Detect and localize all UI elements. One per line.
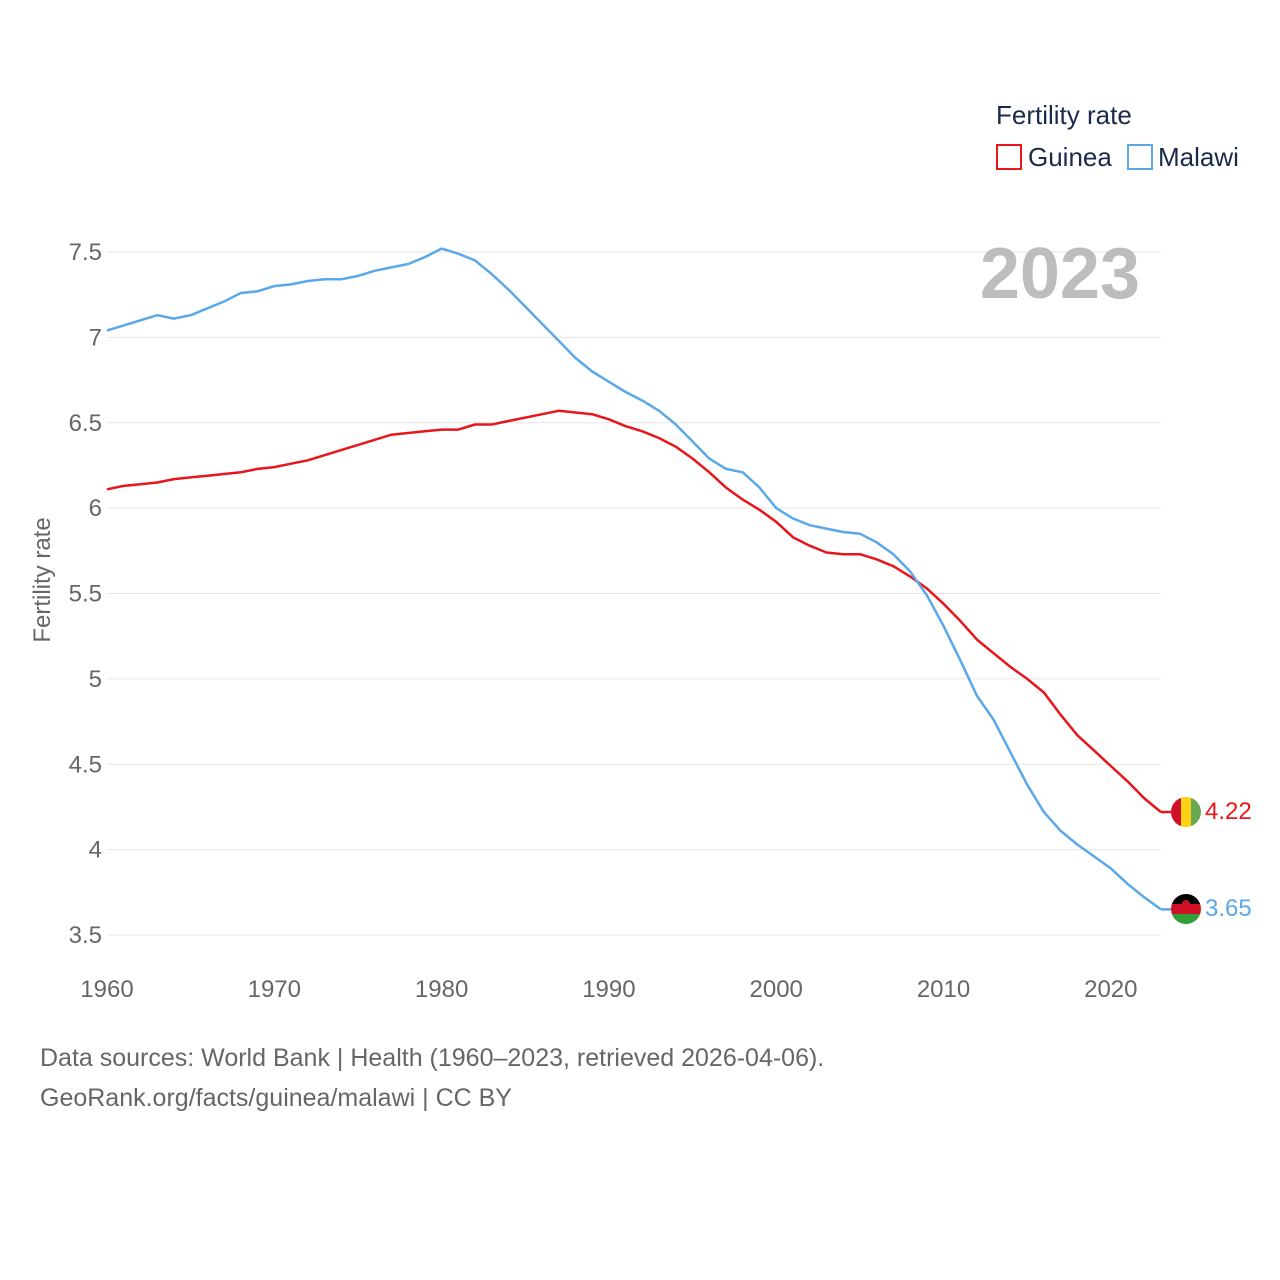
x-axis-ticks: 1960 1970 1980 1990 2000 2010 2020 xyxy=(80,976,1137,1003)
legend-item-guinea[interactable]: Guinea xyxy=(996,142,1112,172)
y-tick-label: 5.5 xyxy=(69,581,102,608)
y-tick-label: 5 xyxy=(89,666,102,693)
x-tick-label: 2000 xyxy=(750,976,803,1003)
x-tick-label: 1990 xyxy=(582,976,635,1003)
footer-attribution[interactable]: GeoRank.org/facts/guinea/malawi | CC BY xyxy=(40,1084,512,1112)
legend-swatch-guinea xyxy=(996,144,1022,170)
x-tick-label: 2010 xyxy=(917,976,970,1003)
malawi-flag-icon xyxy=(1171,894,1201,924)
y-tick-label: 4 xyxy=(89,837,102,864)
x-tick-label: 2020 xyxy=(1084,976,1137,1003)
y-tick-label: 6.5 xyxy=(69,410,102,437)
guinea-flag-icon xyxy=(1171,797,1201,827)
y-tick-label: 7 xyxy=(89,324,102,351)
y-axis-ticks: 3.5 4 4.5 5 5.5 6 6.5 7 7.5 xyxy=(69,239,102,949)
fertility-line-chart: 3.5 4 4.5 5 5.5 6 6.5 7 7.5 1960 1970 1980 1990 2000… xyxy=(29,100,1252,1003)
malawi-end-value: 3.65 xyxy=(1205,895,1252,922)
series-line-malawi xyxy=(106,247,1162,911)
x-tick-label: 1960 xyxy=(80,976,133,1003)
legend-item-malawi[interactable]: Malawi xyxy=(1127,142,1239,172)
y-axis-label: Fertility rate xyxy=(29,517,56,642)
grid-lines xyxy=(107,251,1161,936)
guinea-end-value: 4.22 xyxy=(1205,798,1252,825)
y-tick-label: 4.5 xyxy=(69,751,102,778)
year-label: 2023 xyxy=(980,234,1140,314)
legend-label-malawi: Malawi xyxy=(1158,142,1239,172)
y-tick-label: 7.5 xyxy=(69,239,102,266)
series-line-guinea xyxy=(106,409,1162,814)
footer-sources: Data sources: World Bank | Health (1960–… xyxy=(40,1044,825,1072)
legend-swatch-malawi xyxy=(1127,144,1153,170)
y-tick-label: 3.5 xyxy=(69,922,102,949)
series-lines xyxy=(106,247,1171,911)
x-tick-label: 1970 xyxy=(248,976,301,1003)
legend: Fertility rate Guinea Malawi xyxy=(996,100,1239,172)
legend-title: Fertility rate xyxy=(996,100,1132,130)
legend-label-guinea: Guinea xyxy=(1028,142,1112,172)
y-tick-label: 6 xyxy=(89,495,102,522)
x-tick-label: 1980 xyxy=(415,976,468,1003)
